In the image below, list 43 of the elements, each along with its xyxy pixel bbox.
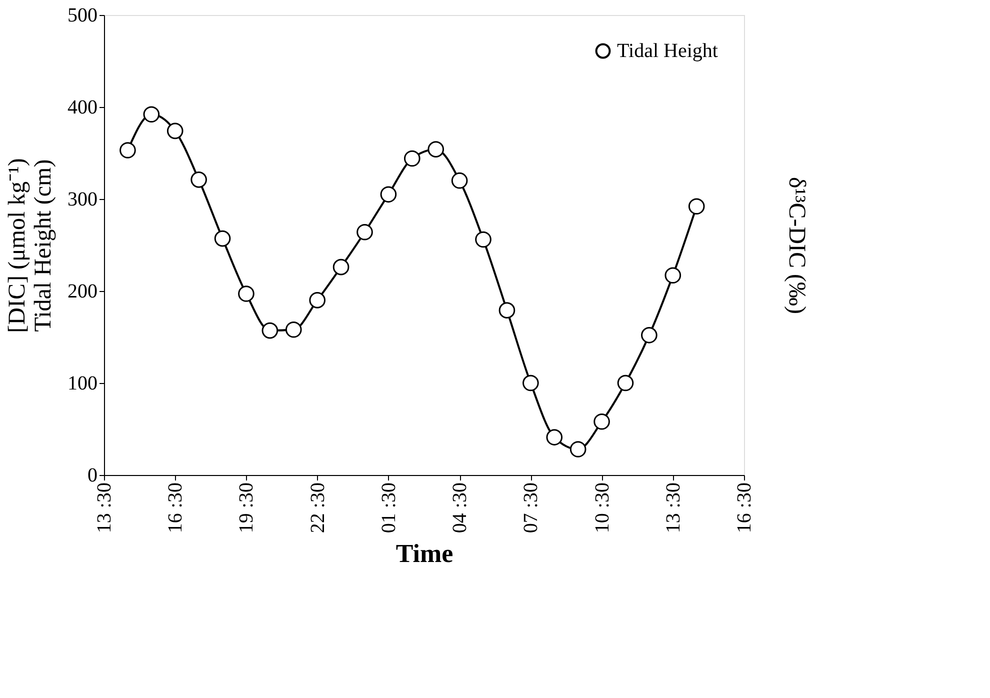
x-axis-title: Time [396,539,454,568]
x-tick-label: 13 :30 [662,482,684,534]
point [594,413,610,430]
point [570,441,586,458]
point [356,224,373,240]
point [285,321,302,338]
point [688,198,705,215]
point [143,106,160,123]
y-tick-label: 500 [68,4,98,26]
x-tick-label: 10 :30 [591,482,614,534]
point [664,267,682,284]
point [214,230,231,247]
point [475,231,492,248]
y-tick-label: 300 [68,188,98,210]
y-tick-label: 200 [68,280,98,302]
x-tick-label: 16 :30 [164,482,187,534]
point [546,429,563,446]
point [451,172,468,189]
point [522,374,539,392]
point [428,141,444,158]
x-tick-label: 01 :30 [378,482,400,534]
x-tick-label: 04 :30 [449,482,472,534]
x-tick-label: 22 :30 [306,482,329,534]
point [309,292,326,308]
point [617,374,634,392]
point [380,186,397,203]
point [404,150,420,167]
x-tick-label: 07 :30 [520,482,542,534]
point [238,286,254,302]
point [641,327,658,344]
y-tick-label: 100 [68,372,98,394]
x-tick-label: 19 :30 [236,482,258,534]
y-axis-title: [DIC] (μmol kg⁻¹) Tidal Height (cm) [4,158,56,333]
x-tick-label: 16 :30 [734,482,756,534]
y-tick-label: 400 [68,96,98,118]
y2-axis-title: δ¹³C-DIC (‰) [784,176,810,314]
point [498,302,516,318]
point [190,172,207,188]
point [262,322,278,339]
legend-label: Tidal Height [617,40,718,62]
point [332,258,350,276]
point [120,142,136,158]
point [166,122,184,140]
